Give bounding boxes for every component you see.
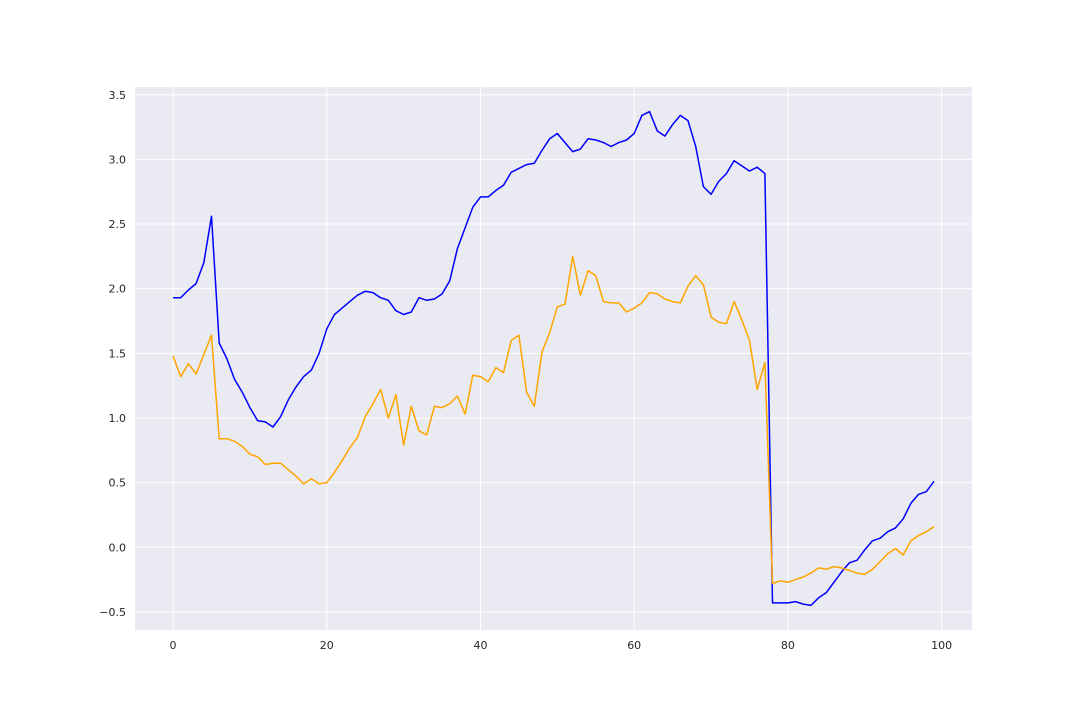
- x-tick-label: 60: [627, 639, 641, 652]
- y-tick-label: 1.0: [109, 412, 127, 425]
- series-line-2: [172, 255, 935, 585]
- x-tick-label: 0: [170, 639, 177, 652]
- series-layer: [172, 110, 935, 607]
- x-tick-label: 40: [473, 639, 487, 652]
- series-line-1: [173, 110, 935, 607]
- x-tick-label: 80: [781, 639, 795, 652]
- x-tick-label: 100: [931, 639, 952, 652]
- y-tick-label: −0.5: [99, 606, 126, 619]
- y-tick-label: 0.5: [109, 477, 127, 490]
- y-tick-label: 3.0: [109, 153, 127, 166]
- y-gridlines: [135, 94, 972, 613]
- plot-area: [135, 87, 972, 630]
- y-axis-ticks: −0.5 0.0 0.5 1.0 1.5 2.0 2.5 3.0 3.5: [99, 89, 126, 619]
- y-tick-label: 0.0: [109, 541, 127, 554]
- y-tick-label: 2.5: [109, 218, 127, 231]
- y-tick-label: 3.5: [109, 89, 127, 102]
- x-gridlines: [172, 87, 943, 630]
- x-tick-label: 20: [320, 639, 334, 652]
- y-tick-label: 2.0: [109, 283, 127, 296]
- x-axis-ticks: 0 20 40 60 80 100: [170, 639, 953, 652]
- y-tick-label: 1.5: [109, 347, 127, 360]
